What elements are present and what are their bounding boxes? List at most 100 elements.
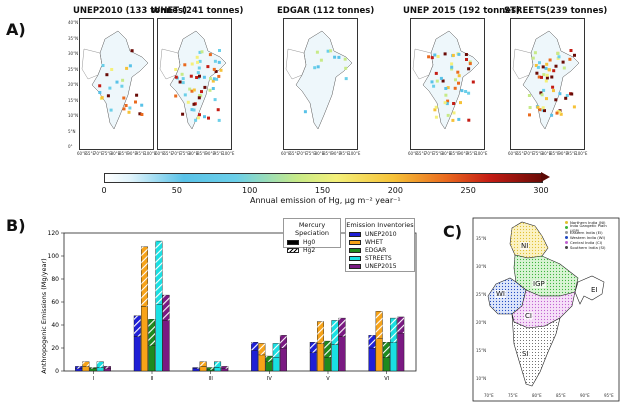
region-legend-dot <box>565 226 568 229</box>
region-legend-dot <box>565 236 568 239</box>
region-legend-dot <box>565 221 568 224</box>
bar-hg2-hatch <box>317 321 324 344</box>
bar-hg0-edgar <box>382 357 390 372</box>
bar-hg2-hatch <box>368 335 376 348</box>
colorbar-tick: 200 <box>387 186 403 195</box>
panel-a-letter: A) <box>6 20 26 39</box>
bar-hg2-hatch <box>82 361 90 367</box>
c-lat-tick: 25°N <box>476 292 487 297</box>
lon-tick: 70°E <box>297 151 308 156</box>
bar-hg0-unep2010 <box>309 352 317 372</box>
bar-hg0-streets <box>214 367 222 372</box>
lon-tick: 100°E <box>575 151 588 156</box>
bar-hg2-hatch <box>134 315 141 337</box>
bar-hg2-hatch <box>155 241 163 305</box>
lat-tick: 5°N <box>68 128 76 134</box>
region-label-ci: CI <box>524 312 533 320</box>
region-label-ei: EI <box>590 286 599 294</box>
lon-tick: 75°E <box>306 151 316 156</box>
x-tick-label: III <box>208 376 212 382</box>
legend-item-streets: STREETS <box>346 254 414 262</box>
bar-hg0-edgar <box>265 361 273 372</box>
bar-hg0-unep2015 <box>162 320 170 372</box>
region-legend-dot <box>565 241 568 244</box>
colorbar-tick: 0 <box>101 186 107 195</box>
lon-tick: 60°E <box>77 151 87 156</box>
map-title-4: STREETS(239 tonnes) <box>504 6 608 16</box>
lon-tick: 70°E <box>524 151 535 156</box>
c-lon-tick: 90°E <box>580 393 590 398</box>
lon-tick: 65°E <box>416 151 427 156</box>
x-tick-label: V <box>326 376 330 382</box>
region-legend-label: Northern India (NI) <box>570 220 606 225</box>
speciation-legend-title: Mercury Speciation <box>294 221 330 237</box>
bar-hg0-streets <box>390 342 398 372</box>
bar-hg0-streets <box>155 304 163 372</box>
lon-tick: 95°E <box>566 151 577 156</box>
c-lon-tick: 70°E <box>484 393 494 398</box>
bar-hg0-whet <box>258 354 266 372</box>
lon-tick: 70°E <box>171 151 182 156</box>
y-tick-label: 0 <box>55 368 59 375</box>
region-legend-item: Eastern India (EI) <box>565 230 617 235</box>
lon-tick: 95°E <box>466 151 477 156</box>
lon-tick: 90°E <box>558 151 569 156</box>
bar-hg2-hatch <box>207 367 214 370</box>
inventory-legend-label: UNEP2010 <box>365 230 397 238</box>
bar-hg2-hatch <box>265 356 273 362</box>
y-tick-label: 40 <box>51 322 59 329</box>
bar-hg2-hatch <box>221 366 229 369</box>
lon-tick: 85°E <box>197 151 207 156</box>
inventory-legend-label: STREETS <box>365 254 392 262</box>
panel-c-legend: Northern India (NI) Indo Gangetic Plain (… <box>565 220 617 250</box>
y-tick-label: 120 <box>48 230 60 237</box>
lon-tick: 95°E <box>339 151 350 156</box>
emission-map-0 <box>79 18 154 150</box>
lat-tick: 25°N <box>68 66 79 72</box>
lon-tick: 90°E <box>331 151 342 156</box>
inventory-swatch <box>349 255 361 261</box>
lon-tick: 60°E <box>155 151 165 156</box>
colorbar-tick: 300 <box>533 186 549 195</box>
region-label-si: SI <box>521 350 530 358</box>
lon-tick: 75°E <box>180 151 190 156</box>
region-legend-item: Southern India (SI) <box>565 245 617 250</box>
c-lon-tick: 85°E <box>556 393 566 398</box>
region-label-ni: NI <box>520 242 530 250</box>
legend-item-hg2: Hg2 <box>284 246 340 254</box>
region-legend-label: Western India (WI) <box>570 235 606 240</box>
lat-tick: 0° <box>68 144 73 149</box>
bar-hg2-hatch <box>96 361 104 368</box>
map-title-2: EDGAR (112 tonnes) <box>277 6 375 16</box>
lon-tick: 60°E <box>281 151 291 156</box>
speciation-legend: Mercury Speciation Hg0 Hg2 <box>283 218 341 254</box>
legend-label-hg2: Hg2 <box>303 246 316 254</box>
lon-tick: 85°E <box>119 151 129 156</box>
lat-tick: 35°N <box>68 35 79 41</box>
bar-hg2-hatch <box>192 367 200 369</box>
lat-tick: 40°N <box>68 20 79 25</box>
lon-tick: 75°E <box>533 151 543 156</box>
lon-tick: 70°E <box>93 151 104 156</box>
region-label-wi: WI <box>495 290 506 298</box>
bar-hg0-unep2015 <box>279 347 287 372</box>
x-tick-label: VI <box>384 376 389 382</box>
lon-tick: 60°E <box>508 151 518 156</box>
emission-map-3 <box>410 18 485 150</box>
c-lat-tick: 35°N <box>476 236 487 241</box>
bar-hg2-hatch <box>162 295 170 321</box>
x-tick-label: II <box>151 376 154 382</box>
lon-tick: 100°E <box>222 151 235 156</box>
bar-hg0-unep2010 <box>192 368 200 372</box>
map-title-3: UNEP 2015 (192 tonnes) <box>403 6 520 16</box>
c-lat-tick: 20°N <box>476 320 487 325</box>
lon-tick: 70°E <box>424 151 435 156</box>
bar-hg0-unep2010 <box>368 347 376 372</box>
lon-tick: 65°E <box>289 151 300 156</box>
lon-tick: 65°E <box>85 151 96 156</box>
lon-tick: 75°E <box>433 151 443 156</box>
emission-map-2 <box>283 18 358 150</box>
region-legend-label: Southern India (SI) <box>570 245 606 250</box>
region-legend-label: Eastern India (EI) <box>570 230 603 235</box>
